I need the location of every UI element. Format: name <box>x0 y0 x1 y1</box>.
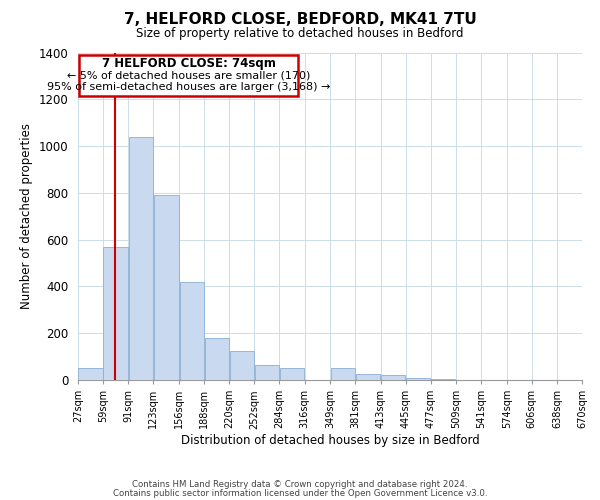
Y-axis label: Number of detached properties: Number of detached properties <box>20 123 33 309</box>
Bar <box>356 374 380 380</box>
Bar <box>381 376 405 380</box>
Bar <box>103 246 128 380</box>
FancyBboxPatch shape <box>79 55 298 96</box>
Text: 95% of semi-detached houses are larger (3,168) →: 95% of semi-detached houses are larger (… <box>47 82 330 92</box>
X-axis label: Distribution of detached houses by size in Bedford: Distribution of detached houses by size … <box>181 434 479 447</box>
Bar <box>128 136 153 380</box>
Bar <box>230 351 254 380</box>
Bar <box>154 195 179 380</box>
Text: Size of property relative to detached houses in Bedford: Size of property relative to detached ho… <box>136 28 464 40</box>
Text: Contains HM Land Registry data © Crown copyright and database right 2024.: Contains HM Land Registry data © Crown c… <box>132 480 468 489</box>
Bar <box>205 338 229 380</box>
Bar <box>79 368 103 380</box>
Bar <box>431 379 455 380</box>
Bar <box>280 368 304 380</box>
Text: 7 HELFORD CLOSE: 74sqm: 7 HELFORD CLOSE: 74sqm <box>101 58 275 70</box>
Text: ← 5% of detached houses are smaller (170): ← 5% of detached houses are smaller (170… <box>67 70 310 81</box>
Bar <box>406 378 430 380</box>
Bar <box>179 282 204 380</box>
Text: Contains public sector information licensed under the Open Government Licence v3: Contains public sector information licen… <box>113 488 487 498</box>
Bar <box>255 366 279 380</box>
Bar <box>331 368 355 380</box>
Text: 7, HELFORD CLOSE, BEDFORD, MK41 7TU: 7, HELFORD CLOSE, BEDFORD, MK41 7TU <box>124 12 476 28</box>
